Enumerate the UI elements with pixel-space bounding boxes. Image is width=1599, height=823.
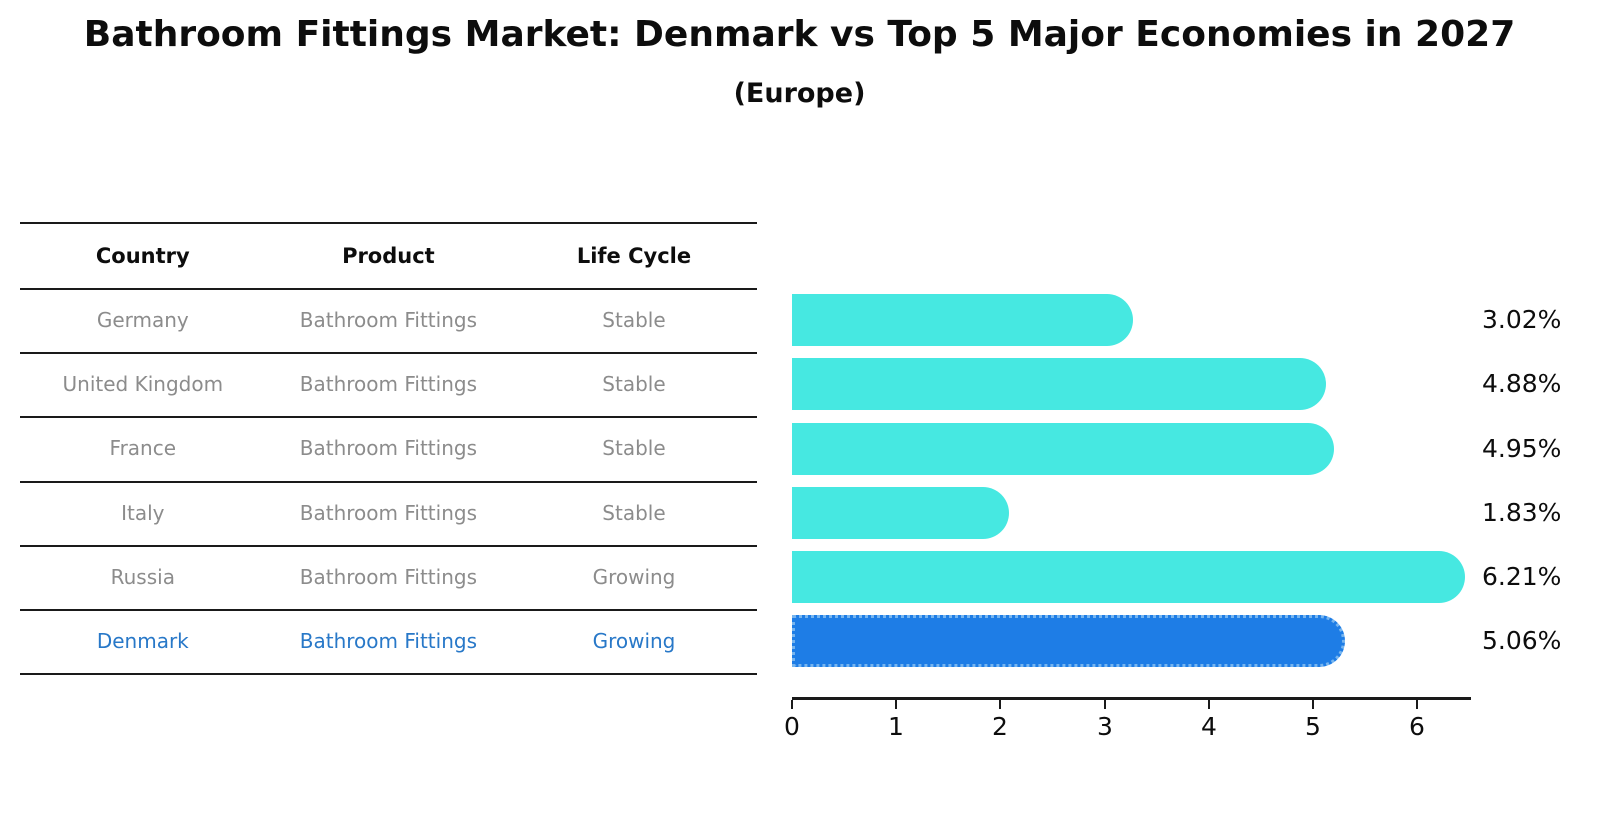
table-horizontal-rule xyxy=(20,481,757,483)
cell-product: Bathroom Fittings xyxy=(299,501,477,525)
cell-lifecycle: Growing xyxy=(592,629,676,653)
x-axis-tick-mark xyxy=(1104,700,1106,709)
x-axis-tick-mark xyxy=(895,700,897,709)
x-axis-tick-label: 6 xyxy=(1409,712,1425,741)
table-horizontal-rule xyxy=(20,352,757,354)
x-axis-tick-label: 1 xyxy=(888,712,904,741)
bar-italy xyxy=(792,487,1009,539)
x-axis-tick-label: 5 xyxy=(1305,712,1321,741)
cell-product: Bathroom Fittings xyxy=(299,372,477,396)
table-row-germany: Germany Bathroom Fittings Stable xyxy=(20,288,757,352)
bar-denmark xyxy=(792,615,1345,667)
x-axis-tick-mark xyxy=(791,700,793,709)
value-label-united-kingdom: 4.88% xyxy=(1482,369,1562,398)
x-axis-tick-label: 4 xyxy=(1201,712,1217,741)
value-label-russia: 6.21% xyxy=(1482,562,1562,591)
column-header-product: Product xyxy=(342,244,435,268)
x-axis-tick-mark xyxy=(1208,700,1210,709)
x-axis-tick-label: 2 xyxy=(992,712,1008,741)
table-horizontal-rule xyxy=(20,288,757,290)
cell-country: Denmark xyxy=(96,629,189,653)
cell-lifecycle: Stable xyxy=(602,372,666,396)
value-label-denmark: 5.06% xyxy=(1482,626,1562,655)
table-row-denmark: Denmark Bathroom Fittings Growing xyxy=(20,609,757,673)
table-row-france: France Bathroom Fittings Stable xyxy=(20,416,757,480)
cell-country: United Kingdom xyxy=(62,372,224,396)
cell-country: Germany xyxy=(96,308,189,332)
column-header-lifecycle: Life Cycle xyxy=(576,244,692,268)
cell-lifecycle: Stable xyxy=(602,308,666,332)
bar-germany xyxy=(792,294,1133,346)
column-header-country: Country xyxy=(95,244,190,268)
table-row-russia: Russia Bathroom Fittings Growing xyxy=(20,545,757,609)
x-axis-tick-mark xyxy=(999,700,1001,709)
x-axis-spine xyxy=(792,697,1471,700)
cell-lifecycle: Stable xyxy=(602,501,666,525)
chart-title: Bathroom Fittings Market: Denmark vs Top… xyxy=(83,14,1516,55)
bar-united-kingdom xyxy=(792,358,1326,410)
x-axis-tick-label: 3 xyxy=(1097,712,1113,741)
cell-lifecycle: Stable xyxy=(602,436,666,460)
value-label-italy: 1.83% xyxy=(1482,498,1562,527)
table-row-italy: Italy Bathroom Fittings Stable xyxy=(20,481,757,545)
cell-product: Bathroom Fittings xyxy=(299,436,477,460)
cell-country: Russia xyxy=(110,565,175,589)
bar-france xyxy=(792,423,1334,475)
x-axis-tick-mark xyxy=(1312,700,1314,709)
cell-product: Bathroom Fittings xyxy=(299,629,477,653)
chart-subtitle: (Europe) xyxy=(733,78,866,109)
table-horizontal-rule xyxy=(20,545,757,547)
table-horizontal-rule xyxy=(20,416,757,418)
value-label-germany: 3.02% xyxy=(1482,305,1562,334)
table-horizontal-rule xyxy=(20,222,757,224)
table-row-united-kingdom: United Kingdom Bathroom Fittings Stable xyxy=(20,352,757,416)
x-axis-tick-label: 0 xyxy=(784,712,800,741)
cell-country: Italy xyxy=(121,501,165,525)
cell-country: France xyxy=(109,436,177,460)
table-horizontal-rule xyxy=(20,609,757,611)
bar-russia xyxy=(792,551,1465,603)
x-axis-tick-mark xyxy=(1416,700,1418,709)
cell-product: Bathroom Fittings xyxy=(299,308,477,332)
table-header-row: Country Product Life Cycle xyxy=(20,224,757,288)
value-label-france: 4.95% xyxy=(1482,434,1562,463)
cell-product: Bathroom Fittings xyxy=(299,565,477,589)
cell-lifecycle: Growing xyxy=(592,565,676,589)
table-horizontal-rule xyxy=(20,673,757,675)
